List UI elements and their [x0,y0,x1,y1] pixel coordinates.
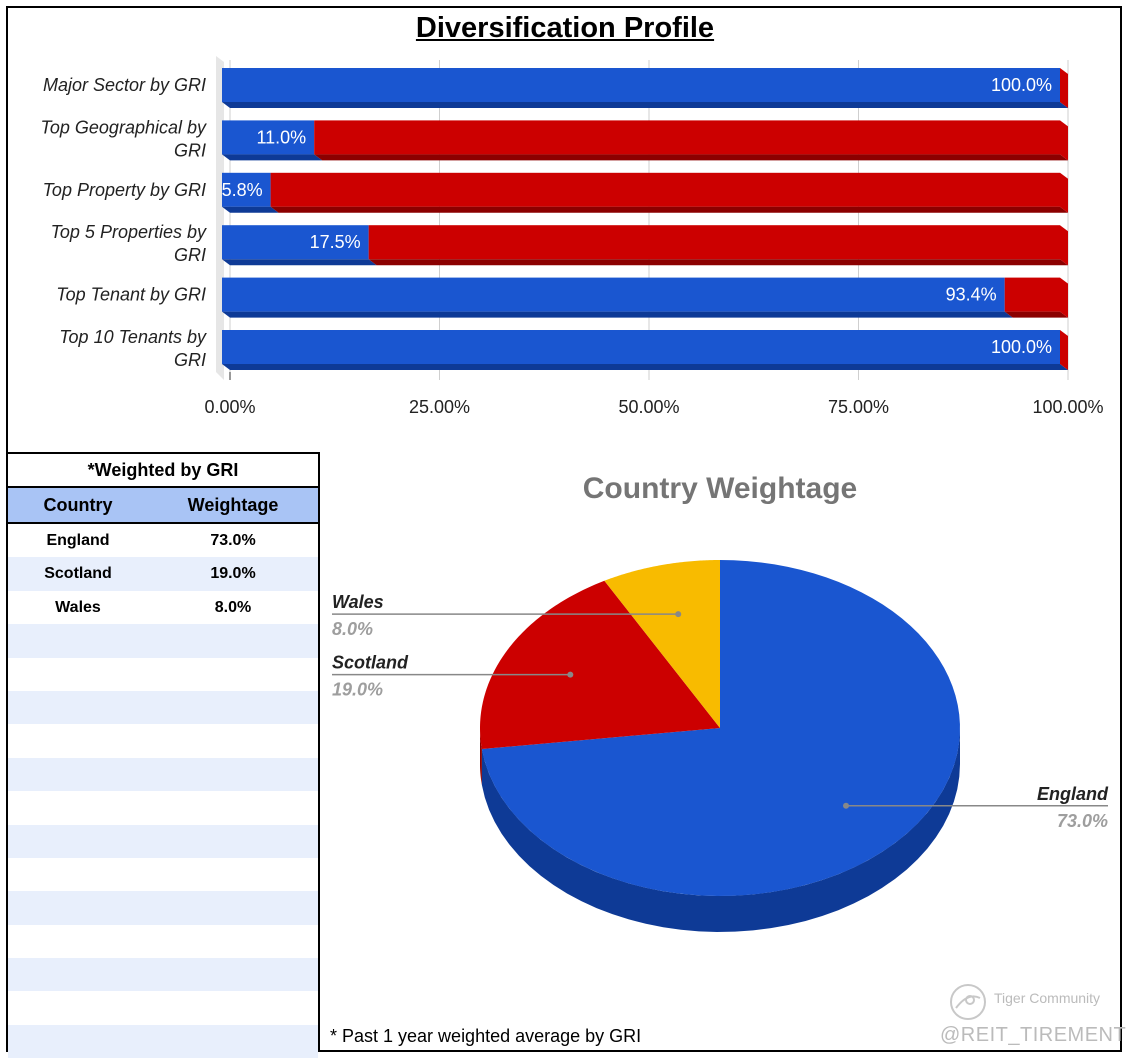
bar-segment-red [368,225,1060,260]
table-row-empty [8,791,318,824]
cell-weightage: 73.0% [210,532,256,549]
table-row-empty [8,724,318,757]
category-label: GRI [174,350,206,370]
pie-chart-title: Country Weightage [582,472,858,505]
table-row-empty [8,891,318,925]
table-row-empty [8,824,318,858]
bar-segment-blue [222,68,1060,102]
footnote: * Past 1 year weighted average by GRI [330,1026,642,1046]
x-tick-label: 75.00% [828,397,889,417]
table-row: Wales 8.0% [8,591,318,624]
x-tick-label: 100.00% [1032,397,1103,417]
table-row-empty [8,757,318,792]
bar-segment-blue [222,120,315,155]
cell-country: Wales [55,598,101,616]
bar-segment-blue [222,225,369,260]
bar-segment-red [314,120,1060,155]
category-label: Top Geographical by [41,117,207,137]
table-title: *Weighted by GRI [87,460,239,480]
category-label: Major Sector by GRI [43,75,206,95]
bar-segment-shadow [368,259,1068,266]
bar-value-label: 11.0% [256,127,306,147]
table-body: England 73.0% Scotland 19.0% Wales 8.0% [8,524,318,1059]
table-row-empty [8,991,318,1024]
x-tick-label: 25.00% [409,397,470,417]
bar-segment-shadow [222,206,279,213]
cell-country: Scotland [44,565,112,583]
table-row-empty [8,624,318,658]
bar-segment-shadow [1004,311,1068,318]
bar-end-cap [1060,172,1068,213]
bar-end-cap [1060,277,1068,318]
bar-value-label: 100.0% [991,337,1052,357]
weightage-table: *Weighted by GRI Country Weightage Engla… [8,454,318,1059]
bar-value-label: 100.0% [991,75,1052,95]
bar-segment-shadow [222,311,1013,318]
bar-segment-red [270,172,1060,207]
bar-value-label: 5.8% [222,180,263,200]
table-top-border [6,452,320,454]
bar-segment-shadow [222,154,323,161]
table-header: Country Weightage [8,486,318,524]
page-title: Diversification Profile [415,12,715,44]
table-row-empty [8,858,318,891]
bar-value-label: 17.5% [310,232,361,252]
bar-segment-shadow [222,259,377,266]
bar-segment-shadow [222,102,1068,108]
bar-end-cap [1060,68,1068,108]
bar-segment-shadow [314,154,1068,161]
table-row: England 73.0% [8,524,318,557]
x-tick-label: 0.00% [204,397,255,417]
bar-segment-blue [222,277,1005,312]
bar-end-cap [1060,330,1068,370]
category-label: GRI [174,140,206,160]
bar-segment-shadow [270,206,1068,213]
watermark-brand: Tiger Community [994,990,1101,1006]
bar-end-cap [1060,225,1068,266]
category-label: Top 5 Properties by [51,222,207,242]
table-row-empty [8,958,318,992]
bar-chart: 0.00% 25.00% 50.00% 75.00% 100.00% 100.0% Majo… [41,56,1104,417]
category-label: Top 10 Tenants by [59,327,207,347]
table-row-empty [8,1024,318,1059]
watermark-handle: @REIT_TIREMENT [940,1024,1127,1046]
cell-weightage: 19.0% [210,565,256,583]
bar-segment-blue [222,330,1060,364]
bar-end-cap [1060,120,1068,161]
cell-weightage: 8.0% [214,598,252,616]
table-row-empty [8,690,318,725]
category-label: Top Tenant by GRI [56,285,206,305]
table-row-empty [8,658,318,691]
category-label: GRI [174,245,206,265]
table-right-border [318,452,320,1052]
cell-country: England [46,532,110,549]
table-row: Scotland 19.0% [8,557,318,591]
header-weightage: Weightage [187,495,279,515]
bar-segment-blue [222,172,271,207]
bar-segment-shadow [222,364,1068,370]
x-tick-label: 50.00% [618,397,679,417]
bar-segment-red [1004,277,1060,312]
category-label: Top Property by GRI [43,180,206,200]
chart-frame [6,6,1122,1052]
bar-value-label: 93.4% [946,285,997,305]
tiger-community-logo-icon [950,984,986,1020]
table-row-empty [8,925,318,958]
header-country: Country [43,495,113,515]
